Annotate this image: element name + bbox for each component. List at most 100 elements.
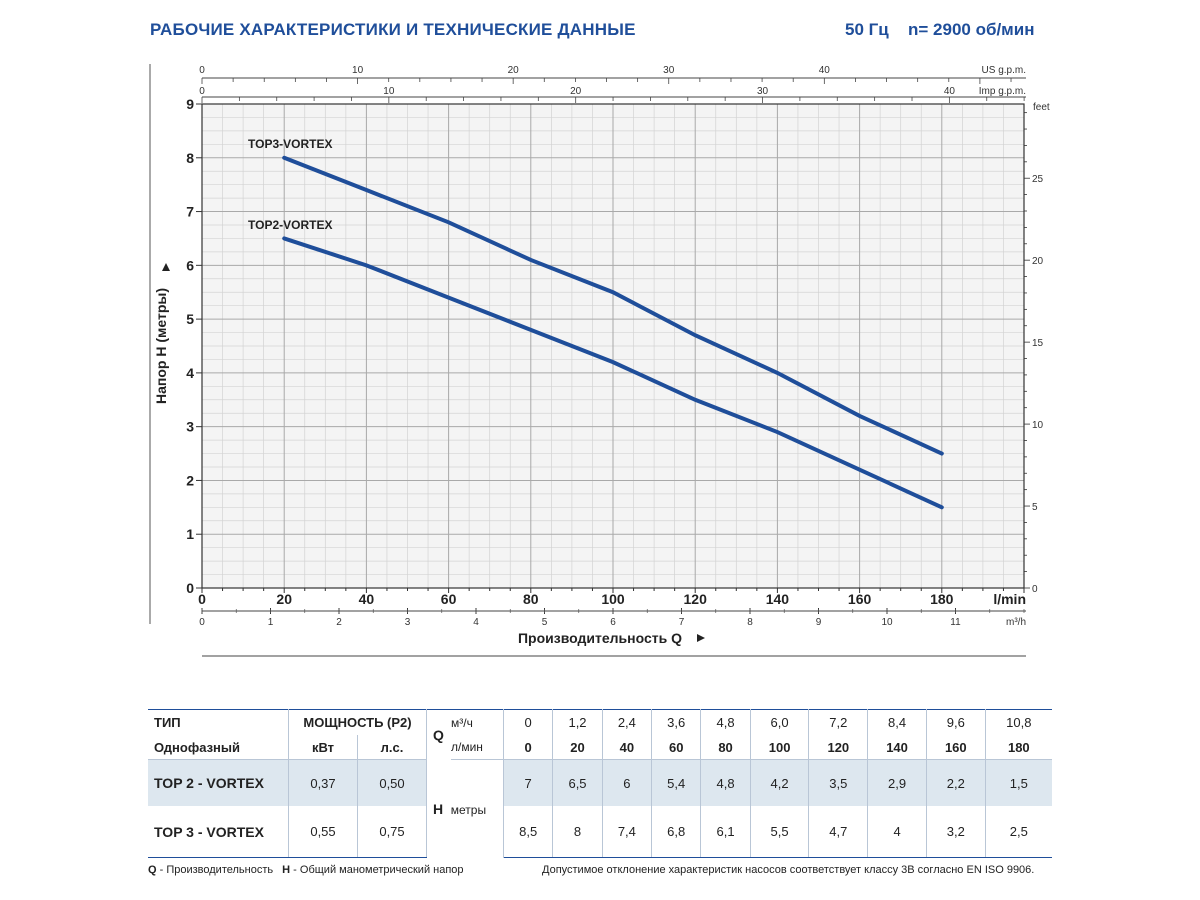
feet-tick-label: 10 xyxy=(1032,420,1044,431)
q-lmin-4: 80 xyxy=(700,735,751,760)
m3h-tick-label: 6 xyxy=(610,617,616,628)
m3h-tick-label: 1 xyxy=(268,617,274,628)
curve-top2-vortex xyxy=(282,236,944,510)
h-label-cell: H метры xyxy=(426,759,504,858)
h-top2-4: 4,8 xyxy=(700,759,751,806)
imp-gpm-tick-label: 10 xyxy=(383,86,395,97)
feet-tick-label: 25 xyxy=(1032,174,1044,185)
q-m3h-2: 2,4 xyxy=(602,709,653,735)
q-lmin-3: 60 xyxy=(651,735,702,760)
imp-gpm-tick-label: 40 xyxy=(944,86,956,97)
curve-label-top2: TOP2-VORTEX xyxy=(248,218,332,232)
model-top2: TOP 2 - VORTEX xyxy=(148,759,289,806)
h-top3-1: 8 xyxy=(552,806,603,858)
kw-top2: 0,37 xyxy=(288,759,358,806)
power-header: МОЩНОСТЬ (P2) xyxy=(288,709,427,735)
h-top2-2: 6 xyxy=(602,759,653,806)
imp-gpm-axis-label: Imp g.p.m. xyxy=(979,86,1026,97)
x-tick-label: 20 xyxy=(276,591,292,607)
q-header: Q xyxy=(426,709,451,760)
q-lmin-7: 140 xyxy=(867,735,927,760)
us-gpm-tick-label: 30 xyxy=(663,65,675,76)
m3h-tick-label: 11 xyxy=(950,617,961,628)
h-top3-9: 2,5 xyxy=(985,806,1052,858)
table-header-row-2: Однофазный кВт л.с. л/мин 0 20 40 60 80 … xyxy=(148,735,1052,760)
h-top3-7: 4 xyxy=(867,806,927,858)
frequency-label: 50 Гц xyxy=(845,20,889,39)
q-lmin-2: 40 xyxy=(602,735,653,760)
x-axis-unit-label: l/min xyxy=(993,591,1026,607)
kw-header: кВт xyxy=(288,735,358,760)
footer-q-text: - Производительность xyxy=(156,864,274,876)
m3h-tick-label: 10 xyxy=(881,617,893,628)
table-header-row-1: ТИП МОЩНОСТЬ (P2) Q м³/ч 0 1,2 2,4 3,6 4… xyxy=(148,709,1052,760)
y-tick-label: 5 xyxy=(186,311,194,327)
us-gpm-axis-label: US g.p.m. xyxy=(982,65,1026,76)
q-lmin-6: 120 xyxy=(808,735,869,760)
table-row-top2: TOP 2 - VORTEX 0,37 0,50 H метры 7 6,5 6… xyxy=(148,759,1052,858)
m3h-tick-label: 5 xyxy=(542,617,548,628)
m3h-tick-label: 9 xyxy=(816,617,822,628)
x-axis-title: Производительность Q xyxy=(518,630,682,646)
y-axis-ticks: 0 1 2 3 4 5 6 7 8 9 xyxy=(186,96,202,596)
q-m3h-7: 8,4 xyxy=(867,709,927,735)
us-gpm-ticks: 0 10 20 30 40 xyxy=(199,65,1012,84)
h-top2-1: 6,5 xyxy=(552,759,603,806)
x-tick-label: 80 xyxy=(523,591,539,607)
h-top3-3: 6,8 xyxy=(651,806,702,858)
x-axis-arrow-icon xyxy=(697,634,705,642)
m3h-tick-label: 2 xyxy=(336,617,342,628)
h-top2-0: 7 xyxy=(503,759,554,806)
h-top3-2: 7,4 xyxy=(602,806,653,858)
x-axis-ticks: 0 20 40 60 80 100 120 140 160 180 xyxy=(198,588,1025,607)
phase-header: Однофазный xyxy=(148,735,289,760)
x-tick-label: 40 xyxy=(359,591,375,607)
h-top2-9: 1,5 xyxy=(985,759,1052,806)
footer-legend: Q - Производительность H - Общий маномет… xyxy=(148,864,464,876)
imp-gpm-ticks: 0 10 20 30 40 xyxy=(199,86,1025,103)
y-tick-label: 9 xyxy=(186,96,194,112)
speed-label: n= 2900 об/мин xyxy=(908,20,1035,39)
feet-tick-label: 20 xyxy=(1032,256,1044,267)
q-m3h-6: 7,2 xyxy=(808,709,869,735)
q-m3h-3: 3,6 xyxy=(651,709,702,735)
feet-tick-label: 0 xyxy=(1032,584,1038,595)
y-tick-label: 2 xyxy=(186,472,194,488)
imp-gpm-tick-label: 0 xyxy=(199,86,205,97)
h-top3-8: 3,2 xyxy=(926,806,986,858)
y-tick-label: 3 xyxy=(186,419,194,435)
q-unit-lmin: л/мин xyxy=(451,735,504,760)
us-gpm-tick-label: 20 xyxy=(508,65,520,76)
feet-tick-label: 5 xyxy=(1032,502,1038,513)
m3h-tick-label: 7 xyxy=(679,617,685,628)
q-m3h-5: 6,0 xyxy=(750,709,810,735)
model-top3: TOP 3 - VORTEX xyxy=(148,806,289,858)
hp-top2: 0,50 xyxy=(357,759,427,806)
m3h-axis-label: m³/h xyxy=(1006,617,1026,628)
q-lmin-9: 180 xyxy=(985,735,1052,760)
q-m3h-0: 0 xyxy=(503,709,554,735)
h-top2-5: 4,2 xyxy=(750,759,810,806)
performance-chart: 0 10 20 30 40 US g.p.m. 0 10 20 30 40 Imp g.p.m.… xyxy=(149,64,1050,657)
q-m3h-1: 1,2 xyxy=(552,709,603,735)
feet-tick-label: 15 xyxy=(1032,338,1044,349)
y-axis-title: Напор H (метры) xyxy=(153,288,169,404)
curve-label-top3: TOP3-VORTEX xyxy=(248,137,332,151)
h-top3-5: 5,5 xyxy=(750,806,810,858)
footer-q-abbr: Q xyxy=(148,864,157,876)
q-lmin-0: 0 xyxy=(503,735,554,760)
hp-top3: 0,75 xyxy=(357,806,427,858)
feet-axis-label: feet xyxy=(1033,102,1050,113)
imp-gpm-tick-label: 30 xyxy=(757,86,769,97)
x-tick-label: 140 xyxy=(766,591,790,607)
m3h-tick-label: 0 xyxy=(199,617,205,628)
x-tick-label: 100 xyxy=(601,591,625,607)
h-top3-4: 6,1 xyxy=(700,806,751,858)
x-tick-label: 180 xyxy=(930,591,954,607)
y-tick-label: 7 xyxy=(186,204,194,220)
y-tick-label: 0 xyxy=(186,580,194,596)
kw-top3: 0,55 xyxy=(288,806,358,858)
y-axis-arrow-icon xyxy=(162,263,170,271)
us-gpm-tick-label: 10 xyxy=(352,65,364,76)
us-gpm-tick-label: 40 xyxy=(819,65,831,76)
